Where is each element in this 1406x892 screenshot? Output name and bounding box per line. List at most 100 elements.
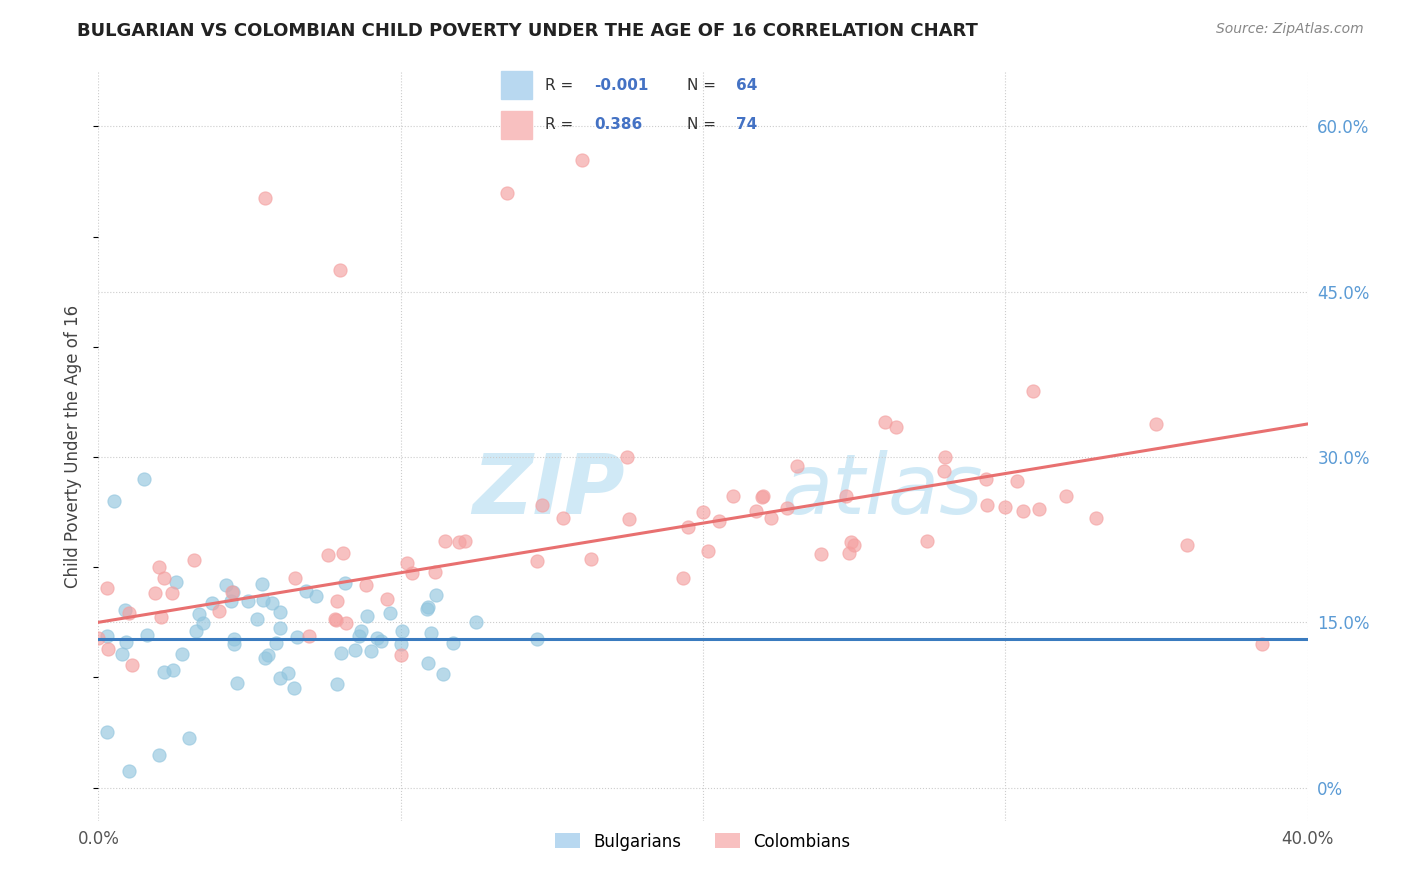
Point <box>432 667 454 681</box>
Point <box>148 747 170 762</box>
Point <box>356 578 378 592</box>
Point <box>495 186 517 200</box>
Point <box>121 658 143 673</box>
Point <box>1021 384 1043 398</box>
Point <box>96 725 118 739</box>
Point <box>222 632 245 646</box>
Point <box>323 612 346 626</box>
Point <box>344 643 367 657</box>
Point <box>252 577 274 591</box>
Point <box>277 666 299 681</box>
Point <box>333 576 356 591</box>
Point <box>187 607 209 621</box>
Point <box>332 546 354 560</box>
Point <box>844 538 866 552</box>
Point <box>873 415 896 429</box>
Point <box>266 636 288 650</box>
Point <box>441 636 464 650</box>
Text: 74: 74 <box>737 117 758 132</box>
Point <box>118 606 141 620</box>
Point <box>183 553 205 567</box>
Point <box>389 637 412 651</box>
Point <box>423 566 446 580</box>
Point <box>449 535 471 549</box>
Point <box>287 631 309 645</box>
Point <box>114 603 136 617</box>
Point <box>208 604 231 618</box>
Point <box>692 505 714 519</box>
Point <box>356 608 378 623</box>
Point <box>723 489 745 503</box>
Point <box>330 646 353 660</box>
Point <box>222 585 245 599</box>
Point <box>465 615 488 630</box>
Point <box>221 584 243 599</box>
Point <box>976 498 998 512</box>
Point <box>375 591 398 606</box>
Point <box>96 582 118 596</box>
Point <box>425 588 447 602</box>
Text: BULGARIAN VS COLOMBIAN CHILD POVERTY UNDER THE AGE OF 16 CORRELATION CHART: BULGARIAN VS COLOMBIAN CHILD POVERTY UND… <box>77 22 979 40</box>
Point <box>378 606 401 620</box>
Point <box>170 648 193 662</box>
Point <box>269 605 291 619</box>
Point <box>1175 538 1198 552</box>
Point <box>179 731 201 745</box>
Point <box>326 594 349 608</box>
Point <box>1011 504 1033 518</box>
Point <box>391 624 413 638</box>
Point <box>298 630 321 644</box>
Point <box>260 596 283 610</box>
Point <box>252 593 274 607</box>
Text: 64: 64 <box>737 78 758 93</box>
Point <box>1085 510 1108 524</box>
Point <box>707 514 730 528</box>
Point <box>420 626 443 640</box>
Text: N =: N = <box>688 78 721 93</box>
Point <box>526 632 548 646</box>
Point <box>284 571 307 585</box>
Point <box>225 675 247 690</box>
FancyBboxPatch shape <box>502 111 533 139</box>
Point <box>326 677 349 691</box>
Text: Source: ZipAtlas.com: Source: ZipAtlas.com <box>1216 22 1364 37</box>
FancyBboxPatch shape <box>502 71 533 99</box>
Point <box>153 665 176 680</box>
Text: ZIP: ZIP <box>472 450 624 532</box>
Point <box>396 557 419 571</box>
Point <box>111 648 134 662</box>
Point <box>184 624 207 638</box>
Point <box>135 628 157 642</box>
Point <box>257 648 280 663</box>
Point <box>165 575 187 590</box>
Point <box>115 635 138 649</box>
Point <box>579 552 602 566</box>
Point <box>932 464 955 478</box>
Point <box>143 586 166 600</box>
Point <box>350 624 373 638</box>
Point <box>148 560 170 574</box>
Point <box>751 491 773 505</box>
Point <box>834 489 856 503</box>
Point <box>215 578 238 592</box>
Point <box>776 500 799 515</box>
Point <box>389 648 412 663</box>
Point <box>696 543 718 558</box>
Point <box>162 663 184 677</box>
Point <box>418 656 440 670</box>
Point <box>238 593 260 607</box>
Point <box>96 629 118 643</box>
Point <box>617 511 640 525</box>
Legend: Bulgarians, Colombians: Bulgarians, Colombians <box>548 826 858 857</box>
Point <box>153 571 176 585</box>
Point <box>454 534 477 549</box>
Point <box>150 610 173 624</box>
Point <box>676 520 699 534</box>
Point <box>366 631 388 645</box>
Text: N =: N = <box>688 117 721 132</box>
Point <box>917 534 939 549</box>
Point <box>434 533 457 548</box>
Point <box>224 637 246 651</box>
Point <box>786 459 808 474</box>
Point <box>253 651 276 665</box>
